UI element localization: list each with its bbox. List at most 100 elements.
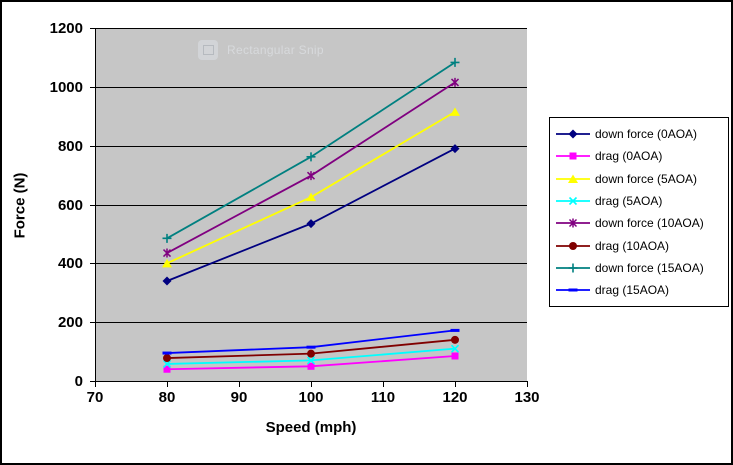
dash-marker-icon xyxy=(162,351,172,355)
plus-marker-icon xyxy=(306,152,316,162)
circle-marker-icon xyxy=(451,335,459,344)
triangle-marker-icon xyxy=(450,107,460,116)
legend-label: down force (5AOA) xyxy=(595,171,698,186)
x-tick-mark xyxy=(383,382,384,387)
x-tick-label: 100 xyxy=(298,389,324,406)
y-tick-label: 400 xyxy=(57,255,83,273)
legend-key-icon xyxy=(556,218,590,228)
y-tick-mark xyxy=(90,204,95,206)
rectangular-snip-icon xyxy=(198,40,218,60)
circle-marker-icon xyxy=(163,354,171,363)
chart-series-canvas xyxy=(162,57,460,373)
x-tick-mark xyxy=(311,382,312,387)
circle-marker-icon xyxy=(569,241,577,250)
y-tick-label: 600 xyxy=(57,196,83,214)
y-tick-mark xyxy=(90,263,95,265)
y-gridline xyxy=(95,145,527,147)
plus-marker-icon xyxy=(162,233,172,243)
legend: down force (0AOA) drag (0AOA) down force (… xyxy=(549,117,729,307)
y-gridline xyxy=(95,263,527,265)
x-marker-icon xyxy=(450,344,460,353)
y-axis-title: Force (N) xyxy=(11,172,29,239)
legend-label: drag (0AOA) xyxy=(595,149,663,164)
y-gridline xyxy=(95,86,527,88)
series-line-down-force-15aoa- xyxy=(166,61,456,240)
y-tick-label: 200 xyxy=(57,314,83,332)
legend-label: down force (0AOA) xyxy=(595,127,698,142)
legend-item-down-force-0aoa-: down force (0AOA) xyxy=(550,123,728,145)
legend-label: drag (15AOA) xyxy=(595,283,670,298)
triangle-marker-icon xyxy=(306,192,316,202)
square-marker-icon xyxy=(163,365,171,373)
x-tick-mark xyxy=(95,382,96,387)
legend-key-icon xyxy=(556,196,590,206)
x-tick-label: 130 xyxy=(514,389,540,406)
x-axis-title: Speed (mph) xyxy=(265,419,357,436)
x-marker-icon xyxy=(568,196,578,206)
y-tick-label: 1200 xyxy=(49,20,83,37)
x-tick-label: 90 xyxy=(230,389,248,406)
star-marker-icon xyxy=(162,248,172,258)
y-gridline xyxy=(95,204,527,206)
square-marker-icon xyxy=(307,362,315,370)
snip-watermark-label: Rectangular Snip xyxy=(227,43,324,57)
y-axis-line xyxy=(95,28,96,382)
y-tick-mark xyxy=(90,322,95,324)
legend-key-icon xyxy=(556,263,590,273)
y-tick-mark xyxy=(90,28,95,29)
star-marker-icon xyxy=(306,171,316,181)
diamond-marker-icon xyxy=(306,219,316,229)
legend-key-icon xyxy=(556,174,590,183)
legend-label: down force (10AOA) xyxy=(595,216,704,231)
legend-label: down force (15AOA) xyxy=(595,260,704,275)
legend-item-down-force-15aoa-: down force (15AOA) xyxy=(550,257,728,279)
square-marker-icon xyxy=(451,352,459,360)
x-marker-icon xyxy=(306,356,316,365)
triangle-marker-icon xyxy=(162,258,172,268)
triangle-marker-icon xyxy=(568,174,578,183)
y-tick-mark xyxy=(90,381,95,382)
x-tick-mark xyxy=(239,382,240,387)
x-tick-mark xyxy=(167,382,168,387)
dash-marker-icon xyxy=(450,328,460,332)
circle-marker-icon xyxy=(307,349,315,358)
legend-key-icon xyxy=(556,241,590,250)
x-tick-label: 70 xyxy=(86,389,104,406)
x-tick-mark xyxy=(527,382,528,387)
legend-key-icon xyxy=(556,129,590,139)
x-tick-mark xyxy=(455,382,456,387)
diamond-marker-icon xyxy=(450,144,460,154)
y-gridline xyxy=(95,322,527,324)
dash-marker-icon xyxy=(306,345,316,349)
y-tick-mark xyxy=(90,145,95,147)
legend-key-icon xyxy=(556,152,590,160)
y-tick-label: 800 xyxy=(57,137,83,155)
y-tick-label: 0 xyxy=(74,373,83,390)
legend-item-drag-10aoa-: drag (10AOA) xyxy=(550,234,728,256)
y-tick-label: 1000 xyxy=(49,78,83,96)
x-tick-label: 80 xyxy=(158,389,176,406)
legend-label: drag (5AOA) xyxy=(595,194,663,209)
legend-item-drag-5aoa-: drag (5AOA) xyxy=(550,190,728,212)
series-line-down-force-5aoa- xyxy=(166,111,456,265)
diamond-marker-icon xyxy=(162,276,172,286)
legend-key-icon xyxy=(556,288,590,292)
y-gridline xyxy=(95,28,527,29)
x-marker-icon xyxy=(162,359,172,369)
plus-marker-icon xyxy=(568,263,578,273)
legend-item-drag-15aoa-: drag (15AOA) xyxy=(550,279,728,301)
legend-label: drag (10AOA) xyxy=(595,238,670,253)
plus-marker-icon xyxy=(450,57,460,67)
legend-item-down-force-5aoa-: down force (5AOA) xyxy=(550,168,728,190)
y-tick-mark xyxy=(90,86,95,88)
star-marker-icon xyxy=(568,218,578,228)
diamond-marker-icon xyxy=(568,129,578,139)
legend-item-drag-0aoa-: drag (0AOA) xyxy=(550,145,728,167)
star-marker-icon xyxy=(450,77,460,87)
square-marker-icon xyxy=(569,152,577,160)
x-tick-label: 120 xyxy=(442,389,468,406)
x-tick-label: 110 xyxy=(370,389,396,406)
snip-watermark: Rectangular Snip xyxy=(198,40,324,60)
legend-item-down-force-10aoa-: down force (10AOA) xyxy=(550,212,728,234)
